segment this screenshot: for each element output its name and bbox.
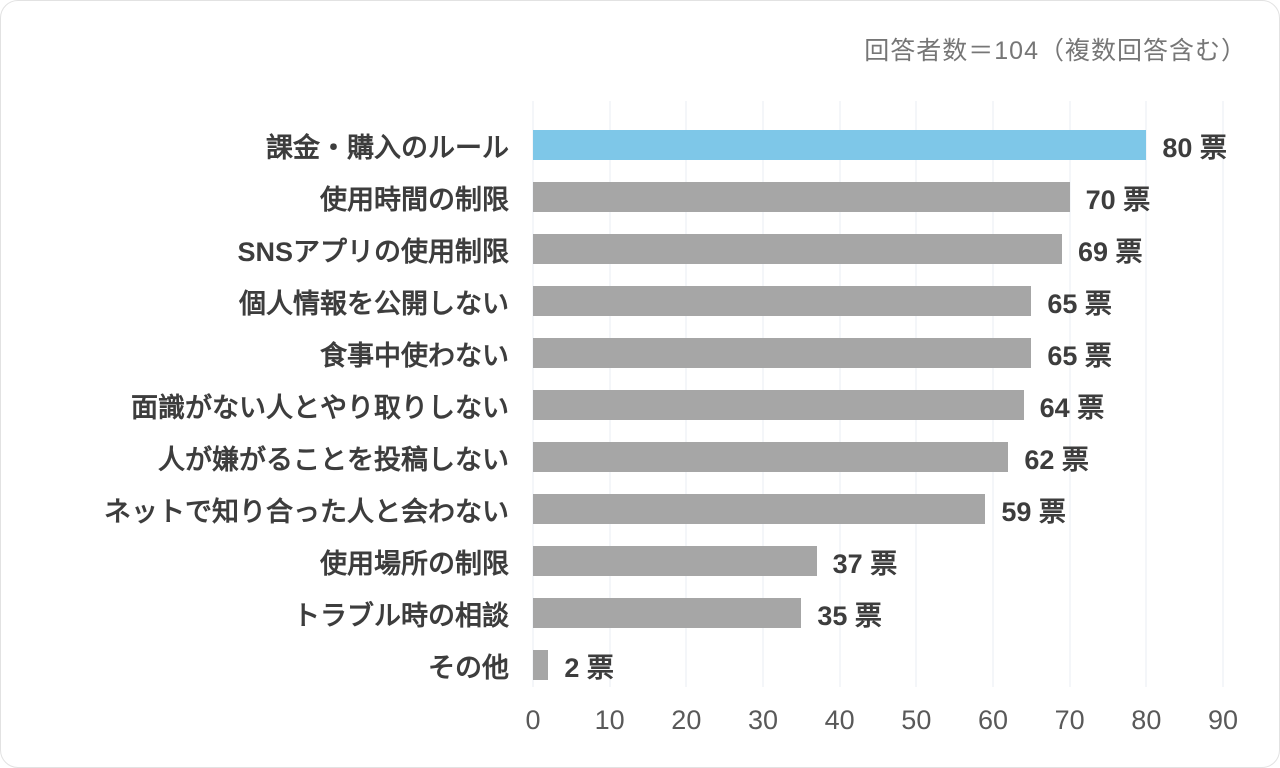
- bar-track: 59 票: [533, 494, 1223, 527]
- value-label: 65 票: [1047, 340, 1112, 371]
- category-label: 人が嫌がることを投稿しない: [158, 444, 509, 475]
- bar: [533, 390, 1024, 420]
- category-label: ネットで知り合った人と会わない: [104, 496, 509, 527]
- bar-track: 62 票: [533, 442, 1223, 475]
- bar: [533, 598, 802, 628]
- category-label: トラブル時の相談: [293, 600, 509, 631]
- chart-row: 課金・購入のルール 80 票: [25, 119, 1227, 171]
- category-label: 面識がない人とやり取りしない: [131, 392, 509, 423]
- x-tick-label: 70: [1054, 705, 1085, 735]
- bar: [533, 442, 1009, 472]
- x-tick-label: 50: [901, 705, 932, 735]
- chart-row: 使用時間の制限 70 票: [25, 171, 1223, 223]
- value-label: 64 票: [1039, 392, 1105, 423]
- value-label: 59 票: [1001, 496, 1066, 527]
- x-tick-label: 40: [824, 705, 855, 735]
- bar-track: 80 票: [533, 130, 1227, 163]
- category-label: その他: [428, 652, 509, 683]
- value-label: 35 票: [817, 600, 882, 631]
- category-label: 食事中使わない: [320, 340, 509, 371]
- bar: [533, 546, 817, 576]
- value-label: 80 票: [1162, 132, 1227, 163]
- category-label: 使用場所の制限: [320, 548, 509, 579]
- category-label: 個人情報を公開しない: [239, 288, 509, 319]
- x-tick-label: 20: [671, 705, 702, 735]
- category-label: 課金・購入のルール: [266, 132, 509, 163]
- x-tick-label: 80: [1131, 705, 1162, 735]
- chart-row: ネットで知り合った人と会わない 59 票: [25, 483, 1223, 535]
- bar-track: 65 票: [533, 338, 1223, 371]
- bar: [533, 182, 1070, 212]
- value-label: 70 票: [1085, 184, 1151, 215]
- chart-row: 人が嫌がることを投稿しない 62 票: [25, 431, 1223, 483]
- bar-highlighted: [533, 130, 1147, 160]
- value-label: 2 票: [564, 652, 614, 683]
- chart-row: 個人情報を公開しない 65 票: [25, 275, 1223, 327]
- bar-track: 37 票: [533, 546, 1223, 579]
- bar-track: 70 票: [533, 182, 1223, 215]
- chart-row: トラブル時の相談 35 票: [25, 587, 1223, 639]
- category-label: SNSアプリの使用制限: [237, 236, 509, 267]
- x-axis: 0 10 20 30 40 50 60 70 80 90: [525, 705, 1238, 741]
- chart-row: 面識がない人とやり取りしない 64 票: [25, 379, 1223, 431]
- plot-area: 課金・購入のルール 80 票使用時間の制限 70 票 SNSアプリの使用制限 69 票個…: [25, 101, 1227, 691]
- chart-row: SNSアプリの使用制限 69 票: [25, 223, 1223, 275]
- value-label: 69 票: [1078, 236, 1143, 267]
- bar: [533, 494, 986, 524]
- bar-track: 2 票: [533, 650, 1223, 683]
- value-label: 62 票: [1024, 444, 1089, 475]
- bar: [533, 650, 549, 680]
- chart-row: 食事中使わない 65 票: [25, 327, 1223, 379]
- bar-track: 35 票: [533, 598, 1223, 631]
- x-tick-label: 0: [525, 705, 541, 735]
- category-label: 使用時間の制限: [320, 184, 509, 215]
- value-label: 65 票: [1047, 288, 1112, 319]
- bar-track: 64 票: [533, 390, 1223, 423]
- chart-row: 使用場所の制限 37 票: [25, 535, 1223, 587]
- bar: [533, 286, 1032, 316]
- chart-rows: 課金・購入のルール 80 票使用時間の制限 70 票 SNSアプリの使用制限 69 票個…: [25, 119, 1227, 691]
- bar: [533, 234, 1062, 264]
- chart-row: その他 2 票: [25, 639, 1223, 691]
- x-tick-label: 60: [977, 705, 1009, 735]
- respondents-note: 回答者数＝104（複数回答含む）: [864, 37, 1247, 65]
- value-label: 37 票: [832, 548, 898, 579]
- x-tick-label: 90: [1207, 705, 1239, 735]
- x-tick-label: 10: [594, 705, 625, 735]
- bar-track: 65 票: [533, 286, 1223, 319]
- bar-chart: 課金・購入のルール 80 票使用時間の制限 70 票 SNSアプリの使用制限 69 票個…: [25, 101, 1238, 741]
- x-tick-label: 30: [747, 705, 779, 735]
- bar: [533, 338, 1032, 368]
- bar-track: 69 票: [533, 234, 1223, 267]
